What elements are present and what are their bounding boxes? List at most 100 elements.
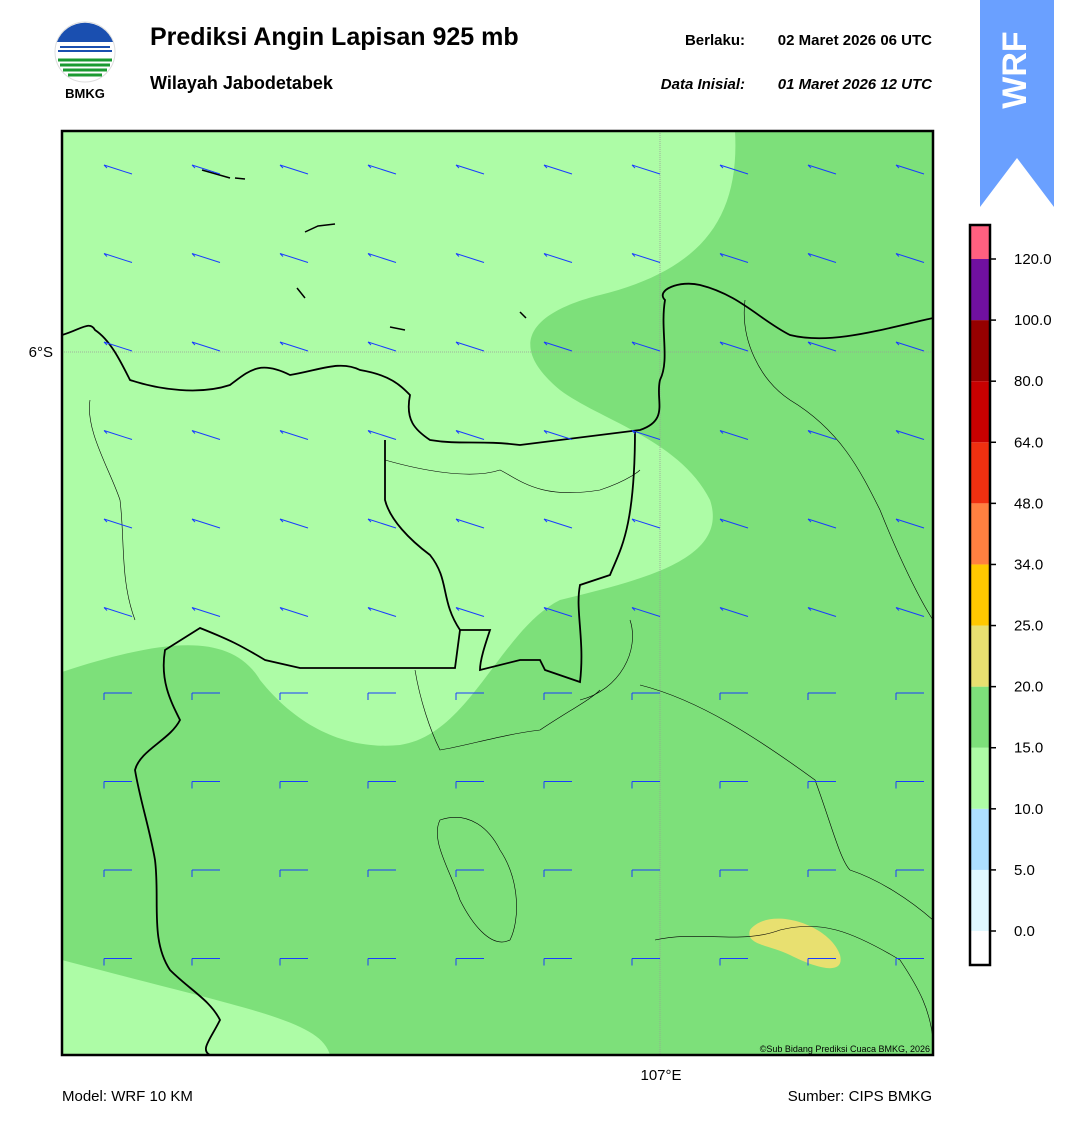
wind-barbs [103, 164, 925, 966]
wind-barb [543, 430, 573, 440]
colorbar-label: 15.0 [1014, 740, 1043, 757]
wind-barb [719, 518, 749, 529]
wind-barb [807, 607, 837, 617]
wind-barb [279, 341, 309, 352]
colorbar-label: 34.0 [1014, 556, 1043, 573]
wind-barb [191, 607, 221, 617]
logo-text: BMKG [65, 86, 105, 101]
credit: ©Sub Bidang Prediksi Cuaca BMKG, 2026 [760, 1044, 930, 1054]
wind-barb [455, 958, 484, 966]
colorbar-segment [970, 686, 990, 748]
wind-barb [631, 430, 661, 440]
wind-barb [103, 518, 133, 529]
colorbar: 0.0 5.0 10.0 15.0 20.0 25.0 34.0 48.0 64.0 80.0 10… [968, 223, 1052, 967]
colorbar-segment [970, 869, 990, 931]
wind-barb [367, 253, 397, 263]
init-label: Data Inisial: [661, 76, 745, 93]
colorbar-label: 120.0 [1014, 251, 1052, 268]
coastline [62, 282, 933, 1055]
wind-barb [631, 164, 661, 175]
colorbar-label: 20.0 [1014, 679, 1043, 696]
wind-barb [279, 518, 309, 529]
wind-barb [279, 869, 308, 877]
wind-barb [367, 430, 397, 440]
wind-barb [807, 341, 837, 352]
colorbar-segment [970, 503, 990, 565]
wind-barb [895, 164, 925, 175]
wind-barb [455, 518, 485, 529]
colorbar-label: 0.0 [1014, 923, 1035, 940]
colorbar-segment [970, 259, 990, 321]
wind-barb [455, 781, 484, 789]
wind-barb [279, 164, 309, 175]
wind-barb [455, 253, 485, 263]
wind-barb [543, 253, 573, 263]
colorbar-label: 10.0 [1014, 801, 1043, 818]
colorbar-segment [970, 225, 990, 259]
wind-barb [367, 692, 396, 700]
wind-barb [543, 341, 573, 352]
wind-barb [191, 341, 221, 352]
wind-barb [103, 430, 133, 440]
colorbar-label: 80.0 [1014, 373, 1043, 390]
wind-barb [279, 253, 309, 263]
wind-barb [719, 958, 748, 966]
colorbar-segment [970, 747, 990, 809]
colorbar-segment [970, 320, 990, 382]
colorbar-label: 100.0 [1014, 312, 1052, 329]
wind-barb [895, 430, 925, 440]
lon-label: 107°E [640, 1067, 681, 1084]
wind-field [749, 918, 841, 969]
wind-barb [103, 692, 132, 700]
wind-barb [279, 430, 309, 440]
wind-barb [807, 869, 836, 877]
wind-barb [367, 869, 396, 877]
lat-label: 6°S [29, 344, 53, 361]
wind-barb [367, 958, 396, 966]
map: ©Sub Bidang Prediksi Cuaca BMKG, 2026 [62, 131, 933, 1055]
wind-barb [367, 607, 397, 617]
colorbar-segment [970, 625, 990, 687]
wind-barb [631, 692, 660, 700]
wind-field [62, 131, 933, 1055]
wind-barb [807, 253, 837, 263]
wind-barb [279, 781, 308, 789]
wind-barb [367, 781, 396, 789]
wind-barb [103, 607, 133, 617]
badge [980, 0, 1054, 207]
title: Prediksi Angin Lapisan 925 mb [150, 23, 519, 51]
wind-barb [367, 341, 397, 352]
footer-source: Sumber: CIPS BMKG [788, 1088, 932, 1105]
wind-barb [807, 958, 836, 966]
wind-barb [191, 253, 221, 263]
wind-barb [191, 692, 220, 700]
wind-barb [719, 430, 749, 440]
footer-model: Model: WRF 10 KM [62, 1088, 193, 1105]
wind-barb [543, 692, 572, 700]
wind-barb [455, 869, 484, 877]
wind-barb [895, 607, 925, 617]
map-frame [60, 129, 935, 1057]
wind-barb [103, 253, 133, 263]
wind-barb [543, 958, 572, 966]
wind-barb [895, 692, 924, 700]
wind-barb [895, 341, 925, 352]
wind-barb [279, 958, 308, 966]
colorbar-frame [968, 223, 992, 967]
wind-barb [719, 692, 748, 700]
valid-label: Berlaku: [685, 32, 745, 49]
wind-barb [895, 869, 924, 877]
colorbar-segment [970, 931, 990, 965]
wind-barb [103, 958, 132, 966]
colorbar-label: 5.0 [1014, 862, 1035, 879]
colorbar-segment [970, 381, 990, 443]
colorbar-segment [970, 808, 990, 870]
wind-barb [895, 781, 924, 789]
wind-barb [719, 781, 748, 789]
wind-barb [631, 341, 661, 352]
wind-barb [455, 607, 485, 617]
colorbar-label: 48.0 [1014, 495, 1043, 512]
colorbar-label: 25.0 [1014, 618, 1043, 635]
wind-barb [895, 958, 924, 966]
